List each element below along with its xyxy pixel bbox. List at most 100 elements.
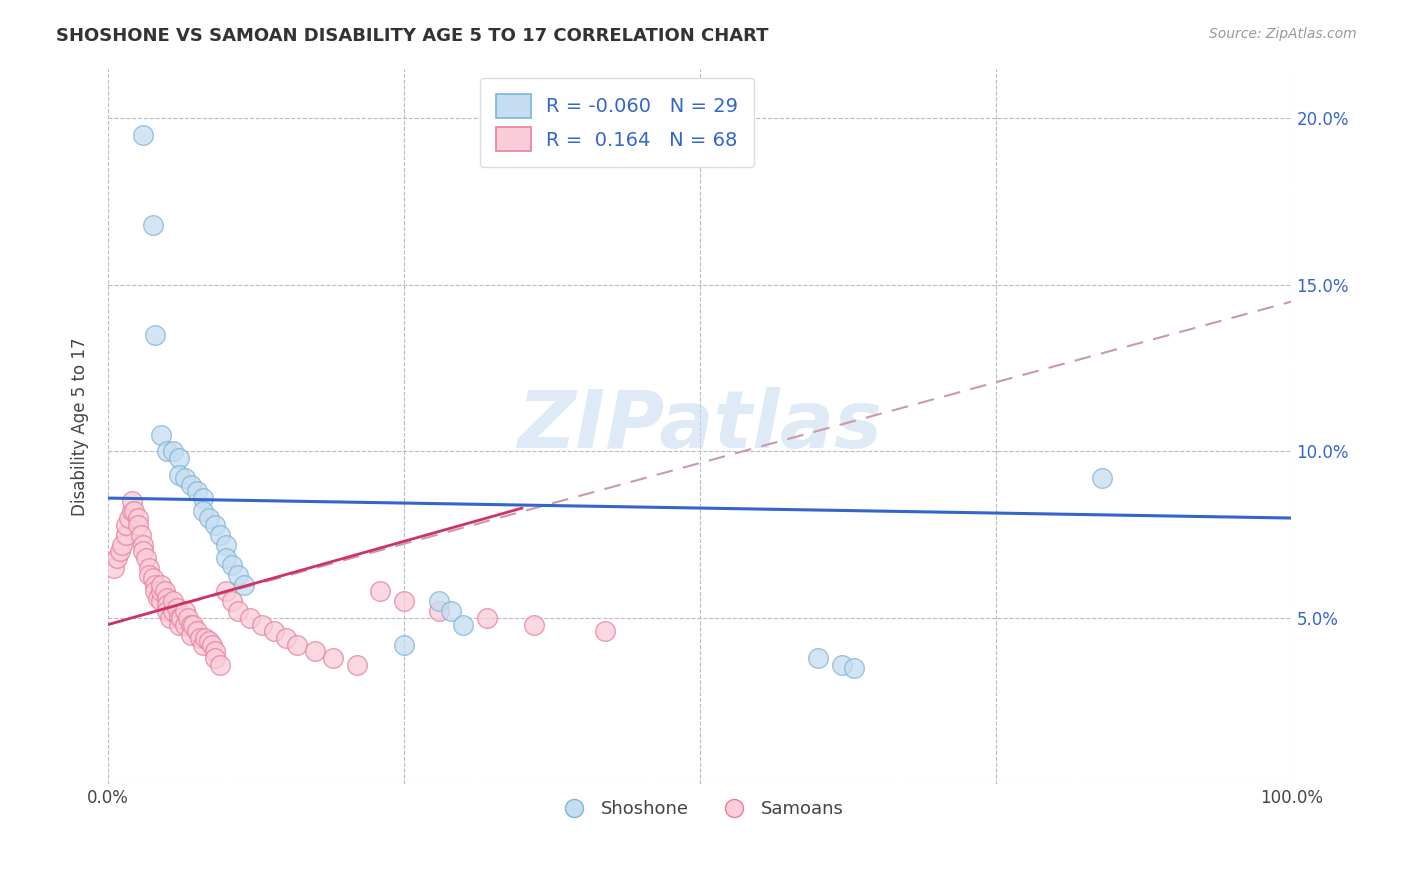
Point bbox=[221, 558, 243, 572]
Point bbox=[180, 617, 202, 632]
Point bbox=[201, 638, 224, 652]
Point bbox=[132, 538, 155, 552]
Point bbox=[167, 467, 190, 482]
Point bbox=[177, 611, 200, 625]
Point bbox=[346, 657, 368, 672]
Point bbox=[181, 617, 204, 632]
Point bbox=[209, 657, 232, 672]
Point bbox=[204, 651, 226, 665]
Text: SHOSHONE VS SAMOAN DISABILITY AGE 5 TO 17 CORRELATION CHART: SHOSHONE VS SAMOAN DISABILITY AGE 5 TO 1… bbox=[56, 27, 769, 45]
Point bbox=[427, 594, 450, 608]
Point bbox=[368, 584, 391, 599]
Point bbox=[132, 544, 155, 558]
Point bbox=[159, 611, 181, 625]
Point bbox=[121, 504, 143, 518]
Point bbox=[191, 504, 214, 518]
Point bbox=[186, 624, 208, 639]
Point bbox=[180, 627, 202, 641]
Point bbox=[107, 551, 129, 566]
Point bbox=[523, 617, 546, 632]
Point bbox=[108, 544, 131, 558]
Point bbox=[392, 594, 415, 608]
Point bbox=[233, 577, 256, 591]
Point bbox=[197, 511, 219, 525]
Point bbox=[226, 604, 249, 618]
Point bbox=[263, 624, 285, 639]
Point bbox=[142, 218, 165, 232]
Point bbox=[143, 327, 166, 342]
Point bbox=[451, 617, 474, 632]
Point bbox=[143, 577, 166, 591]
Point bbox=[167, 617, 190, 632]
Point bbox=[170, 611, 193, 625]
Point bbox=[215, 584, 238, 599]
Point bbox=[174, 471, 197, 485]
Point bbox=[150, 577, 173, 591]
Point bbox=[304, 644, 326, 658]
Text: Source: ZipAtlas.com: Source: ZipAtlas.com bbox=[1209, 27, 1357, 41]
Point bbox=[427, 604, 450, 618]
Point bbox=[440, 604, 463, 618]
Point bbox=[204, 517, 226, 532]
Point bbox=[162, 444, 184, 458]
Point bbox=[142, 571, 165, 585]
Point bbox=[174, 617, 197, 632]
Point bbox=[111, 538, 134, 552]
Point bbox=[153, 584, 176, 599]
Point bbox=[114, 517, 136, 532]
Point bbox=[156, 591, 179, 605]
Point bbox=[221, 594, 243, 608]
Point bbox=[150, 584, 173, 599]
Point bbox=[127, 511, 149, 525]
Point bbox=[167, 611, 190, 625]
Point bbox=[191, 638, 214, 652]
Point bbox=[593, 624, 616, 639]
Point bbox=[274, 631, 297, 645]
Point bbox=[215, 551, 238, 566]
Point bbox=[162, 604, 184, 618]
Point bbox=[197, 634, 219, 648]
Point bbox=[204, 644, 226, 658]
Point bbox=[842, 661, 865, 675]
Point bbox=[156, 604, 179, 618]
Point bbox=[127, 517, 149, 532]
Point bbox=[191, 491, 214, 505]
Point bbox=[146, 591, 169, 605]
Point bbox=[239, 611, 262, 625]
Point bbox=[188, 631, 211, 645]
Point bbox=[150, 427, 173, 442]
Point bbox=[226, 567, 249, 582]
Point bbox=[392, 638, 415, 652]
Point bbox=[114, 527, 136, 541]
Point bbox=[807, 651, 830, 665]
Point bbox=[186, 484, 208, 499]
Point bbox=[194, 631, 217, 645]
Point bbox=[166, 601, 188, 615]
Point bbox=[475, 611, 498, 625]
Point bbox=[250, 617, 273, 632]
Point bbox=[150, 594, 173, 608]
Point bbox=[138, 561, 160, 575]
Point bbox=[156, 598, 179, 612]
Point bbox=[167, 451, 190, 466]
Point bbox=[121, 494, 143, 508]
Point bbox=[174, 604, 197, 618]
Point bbox=[322, 651, 344, 665]
Point bbox=[156, 444, 179, 458]
Point bbox=[180, 477, 202, 491]
Point bbox=[215, 538, 238, 552]
Point bbox=[132, 128, 155, 142]
Point bbox=[209, 527, 232, 541]
Y-axis label: Disability Age 5 to 17: Disability Age 5 to 17 bbox=[72, 337, 89, 516]
Point bbox=[118, 511, 141, 525]
Point bbox=[1091, 471, 1114, 485]
Point bbox=[143, 584, 166, 599]
Text: ZIPatlas: ZIPatlas bbox=[517, 387, 882, 466]
Point bbox=[122, 504, 145, 518]
Point bbox=[103, 561, 125, 575]
Point bbox=[129, 527, 152, 541]
Point bbox=[135, 551, 157, 566]
Point bbox=[831, 657, 853, 672]
Point bbox=[138, 567, 160, 582]
Legend: Shoshone, Samoans: Shoshone, Samoans bbox=[548, 793, 851, 825]
